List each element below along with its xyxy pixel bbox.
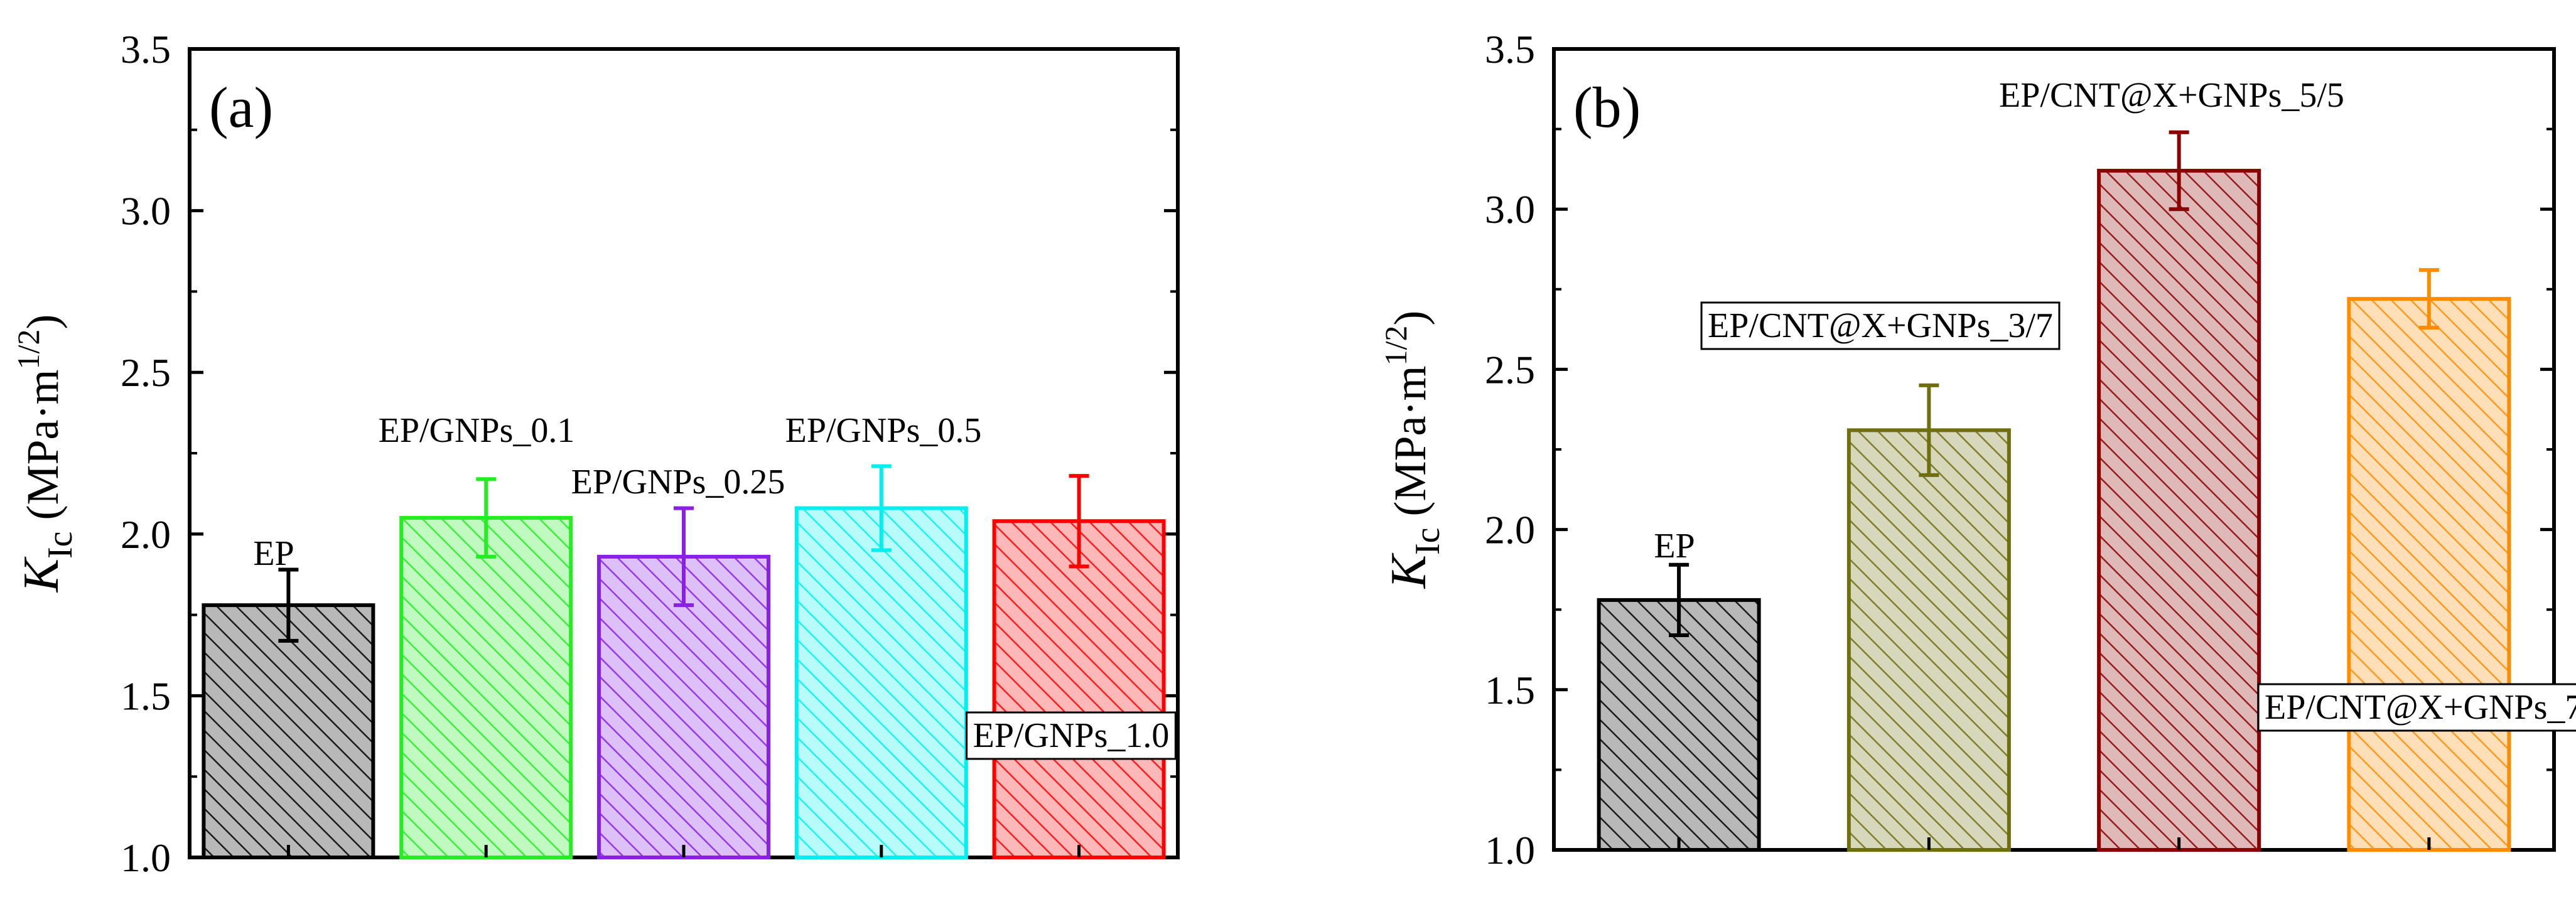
y-tick-label: 1.5: [121, 674, 171, 718]
panel-b-chart: 1.0 1.5 2.0 2.5 3.0 3.5 (b) KIc (MPa·m1/2) EP EP/…: [1378, 27, 2576, 872]
bar-label: EP/GNPs_0.5: [785, 411, 982, 450]
y-tick-label: 1.0: [1485, 828, 1535, 872]
y-tick-label: 3.5: [1485, 27, 1535, 72]
bar-label-box: [966, 711, 1177, 760]
bar-label: EP/CNT@X+GNPs_5/5: [1999, 76, 2344, 115]
panel-a-chart: 1.0 1.5 2.0 2.5 3.0 3.5 (a) KIc (MPa·m1/2) EP EP/…: [11, 27, 1180, 880]
y-axis-title: KIc (MPa·m1/2): [1378, 311, 1447, 589]
bar: [992, 519, 1166, 859]
y-tick-label: 1.0: [121, 835, 171, 880]
y-tick-label: 2.5: [1485, 347, 1535, 392]
y-tick-label: 3.0: [1485, 187, 1535, 232]
panel-label: (a): [209, 75, 273, 139]
y-tick-label: 2.5: [121, 350, 171, 395]
bar-label: EP/GNPs_1.0: [973, 716, 1170, 755]
bar: [202, 603, 375, 859]
bar-label: EP/CNT@X+GNPs_7/3: [2265, 688, 2576, 727]
y-axis-title: KIc (MPa·m1/2): [11, 314, 80, 593]
y-tick-label: 3.5: [121, 27, 171, 72]
bar-label: EP/GNPs_0.25: [571, 463, 785, 502]
y-tick-label: 2.0: [121, 512, 171, 557]
bar: [1597, 598, 1761, 852]
bar: [2097, 168, 2261, 852]
y-tick-label: 2.0: [1485, 508, 1535, 552]
bar: [399, 516, 573, 859]
y-tick-label: 3.0: [121, 189, 171, 234]
bar-label: EP: [253, 534, 294, 573]
bar: [794, 506, 968, 859]
bar-label-box: [1700, 301, 2061, 350]
bar-label-box: [2257, 683, 2576, 732]
bar: [2347, 297, 2511, 852]
bar-label: EP/GNPs_0.1: [379, 411, 575, 450]
bar: [1846, 428, 2011, 852]
bar-label: EP/CNT@X+GNPs_3/7: [1708, 306, 2053, 345]
panel-label: (b): [1573, 75, 1641, 139]
bar-label: EP: [1654, 527, 1695, 566]
y-tick-label: 1.5: [1485, 668, 1535, 712]
